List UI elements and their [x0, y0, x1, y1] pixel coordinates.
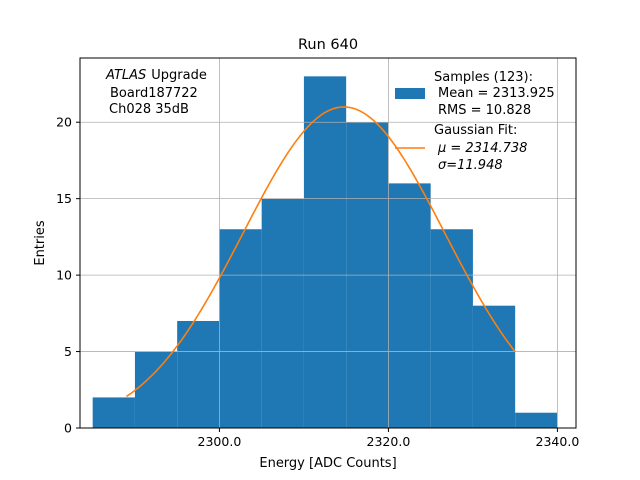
y-tick-label: 5 [64, 344, 72, 359]
legend-sigma-label: σ=11.948 [438, 158, 503, 173]
gaussian-fit-curve [126, 106, 516, 398]
legend-rms-label: RMS = 10.828 [438, 103, 531, 118]
x-tick-label: 2340.0 [536, 434, 580, 449]
y-tick-label: 10 [56, 268, 72, 283]
histogram-bar [219, 229, 262, 428]
histogram-bar [430, 229, 473, 428]
plot-area [79, 57, 577, 429]
legend-histogram-swatch [395, 88, 425, 99]
histogram-bar [177, 320, 220, 428]
x-tick-label: 2320.0 [367, 434, 411, 449]
histogram-bar [388, 183, 431, 428]
histogram-bar [303, 76, 347, 428]
y-axis-label: Entries [33, 220, 48, 266]
legend: Samples (123): Mean = 2313.925 RMS = 10.… [395, 70, 555, 173]
x-axis-label: Energy [ADC Counts] [259, 456, 396, 471]
x-axis-ticks: 2300.0 2320.0 2340.0 [198, 428, 580, 449]
upgrade-label: Upgrade [151, 68, 207, 83]
histogram-bar [515, 412, 558, 428]
y-tick-label: 0 [64, 421, 72, 436]
histogram-bar [92, 397, 135, 428]
histogram-bar [261, 198, 304, 428]
channel-label: Ch028 35dB [109, 102, 189, 117]
atlas-upgrade-line: ATLAS Upgrade [105, 68, 207, 83]
legend-samples-label: Samples (123): [434, 70, 533, 85]
atlas-label: ATLAS [105, 68, 146, 83]
y-tick-label: 15 [56, 191, 72, 206]
y-tick-label: 20 [56, 115, 72, 130]
histogram-bar [134, 351, 178, 428]
y-axis-ticks: 0 5 10 15 20 [56, 115, 80, 436]
run-annotation: ATLAS Upgrade Board187722 Ch028 35dB [105, 68, 207, 117]
legend-mu-label: μ = 2314.738 [437, 141, 527, 156]
chart-title: Run 640 [298, 37, 358, 53]
board-label: Board187722 [110, 86, 198, 101]
plot-frame [79, 57, 577, 429]
legend-fit-label: Gaussian Fit: [434, 123, 517, 138]
legend-mean-label: Mean = 2313.925 [438, 86, 555, 101]
x-tick-label: 2300.0 [198, 434, 242, 449]
histogram-bar [472, 305, 516, 428]
